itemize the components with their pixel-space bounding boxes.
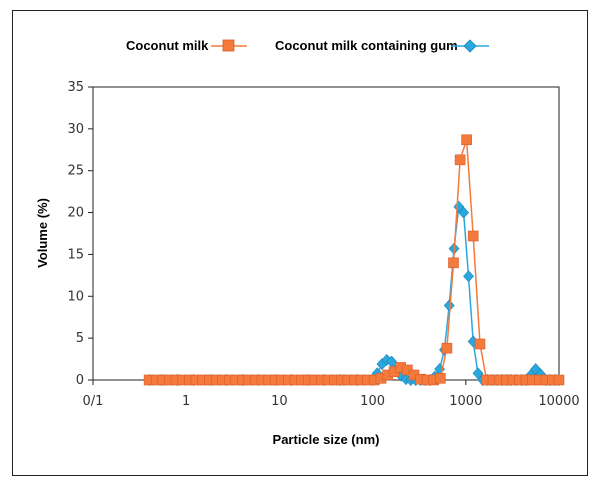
data-point	[441, 342, 453, 354]
data-point	[474, 338, 486, 350]
particle-size-chart: Coconut milk Coconut milk containing gum…	[35, 38, 580, 447]
y-tick-label: 35	[67, 80, 84, 95]
y-tick-label: 5	[76, 331, 84, 346]
data-point	[467, 230, 479, 242]
data-point	[435, 373, 446, 384]
x-tick-label: 1	[182, 394, 190, 409]
data-point	[463, 270, 474, 283]
series-0	[143, 134, 565, 386]
data-point	[461, 134, 472, 146]
legend-marker-coconut-milk-containing-gum	[463, 39, 477, 53]
data-point	[454, 154, 466, 166]
x-tick-label: 1000	[449, 394, 482, 409]
data-point	[472, 367, 484, 380]
plot-area	[92, 86, 560, 381]
series-line	[149, 204, 559, 381]
x-tick-label: 10000	[538, 394, 579, 409]
y-tick-label: 10	[67, 289, 84, 304]
series-1	[143, 200, 565, 386]
x-tick-label: 10	[271, 394, 288, 409]
legend-marker-coconut-milk	[222, 39, 235, 52]
data-point	[553, 374, 565, 386]
y-tick-label: 30	[67, 122, 84, 137]
legend: Coconut milk Coconut milk containing gum	[126, 38, 489, 53]
legend-label-coconut-milk-containing-gum: Coconut milk containing gum	[275, 38, 458, 53]
y-tick-label: 25	[67, 164, 84, 179]
legend-label-coconut-milk: Coconut milk	[126, 38, 209, 53]
chart-frame: Coconut milk Coconut milk containing gum…	[12, 10, 588, 476]
x-tick-label: 0/1	[83, 394, 104, 409]
x-axis-label: Particle size (nm)	[273, 432, 380, 447]
y-axis-label: Volume (%)	[35, 198, 50, 268]
x-tick-label: 100	[360, 394, 385, 409]
data-point	[448, 257, 459, 269]
y-axis: 0 5 10 15 20 25 30 35	[67, 80, 93, 388]
y-tick-label: 15	[67, 247, 84, 262]
data-point	[458, 206, 470, 219]
y-tick-label: 0	[76, 373, 84, 388]
series-line	[149, 139, 559, 381]
y-tick-label: 20	[67, 206, 84, 221]
series-layer	[143, 134, 565, 386]
